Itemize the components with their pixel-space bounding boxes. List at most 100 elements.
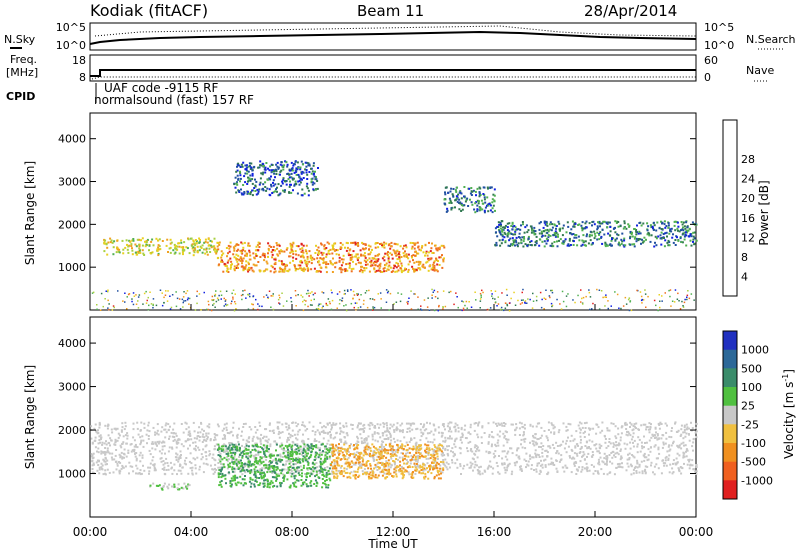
velocity-cell [289, 436, 292, 439]
power-cell [570, 228, 573, 231]
power-cell [319, 270, 322, 273]
power-cell [292, 250, 294, 253]
power-cell [205, 250, 208, 253]
velocity-cell [266, 485, 269, 488]
velocity-cell [171, 435, 174, 438]
velocity-cell [180, 443, 183, 446]
power-cell [617, 243, 620, 246]
power-cell [252, 252, 255, 255]
velocity-cell [658, 437, 661, 440]
velocity-cell [520, 443, 522, 446]
power-cell [204, 240, 207, 243]
velocity-cell [678, 468, 681, 471]
velocity-cell [92, 452, 95, 455]
power-cell [538, 232, 541, 235]
power-cell [605, 296, 607, 298]
power-cell [143, 254, 146, 256]
velocity-cell [522, 431, 525, 434]
velocity-cell [501, 457, 504, 460]
power-cell [332, 248, 335, 251]
velocity-cell [167, 428, 170, 431]
velocity-cell [243, 446, 246, 449]
power-cell [131, 298, 133, 300]
velocity-cell [336, 446, 339, 449]
velocity-cell [97, 429, 99, 432]
velocity-cell [289, 433, 292, 436]
velocity-cell [332, 437, 335, 440]
power-cell [506, 222, 509, 225]
velocity-cell [485, 450, 488, 453]
velocity-cell [590, 455, 593, 458]
power-cell [224, 264, 227, 267]
power-cell [194, 244, 197, 247]
velocity-cell [178, 456, 181, 459]
power-cell [220, 298, 222, 300]
power-cell [293, 265, 296, 268]
power-cell [431, 251, 434, 254]
power-cell [357, 242, 359, 244]
velocity-cell [281, 431, 284, 434]
power-cell [322, 292, 325, 294]
power-cell [241, 165, 244, 168]
velocity-cell [522, 434, 525, 437]
power-cell [235, 182, 238, 185]
velocity-cell [381, 434, 384, 437]
power-cell [561, 242, 564, 245]
power-cell [215, 248, 218, 251]
power-cell [317, 253, 320, 255]
velocity-cell [567, 436, 569, 439]
power-cell [475, 299, 477, 301]
velocity-cell [249, 485, 252, 488]
velocity-cell [472, 469, 474, 472]
power-cell [399, 267, 402, 270]
power-cell [145, 243, 148, 246]
power-cell [250, 162, 253, 165]
velocity-cell [578, 466, 581, 469]
nsearch-label: N.Search [746, 33, 796, 46]
velocity-cell [455, 437, 458, 440]
power-cell [476, 208, 479, 211]
velocity-cell [373, 431, 376, 434]
power-cell [557, 220, 560, 223]
power-cell [432, 263, 435, 266]
power-cell [296, 161, 299, 164]
velocity-cell [509, 447, 511, 450]
velocity-cell [631, 429, 634, 432]
velocity-cell [311, 430, 314, 432]
velocity-cell [143, 426, 146, 429]
nsky-label: N.Sky [4, 33, 36, 46]
velocity-cell [286, 468, 289, 471]
velocity-cell [520, 422, 523, 425]
velocity-cell [327, 439, 330, 442]
velocity-cell [588, 469, 591, 472]
power-cell [214, 250, 217, 253]
velocity-cell [691, 459, 694, 462]
velocity-cell [450, 437, 453, 440]
velocity-cell [312, 425, 315, 428]
velocity-cell [406, 427, 409, 430]
velocity-cell [585, 462, 588, 465]
velocity-cell [354, 463, 357, 466]
power-cell [545, 222, 548, 225]
velocity-cell [366, 471, 369, 473]
velocity-cell [248, 436, 251, 439]
power-cell [345, 309, 348, 312]
velocity-cell [563, 470, 566, 473]
velocity-cell [453, 443, 456, 446]
velocity-cell [282, 480, 285, 482]
power-cell [286, 165, 289, 168]
velocity-cell [120, 451, 123, 454]
power-cell [435, 259, 438, 262]
velocity-cell [319, 421, 322, 424]
power-cell [405, 255, 408, 258]
velocity-cell [691, 427, 694, 430]
velocity-cell [196, 437, 198, 440]
power-cell [605, 221, 608, 224]
velocity-cell [179, 450, 182, 453]
velocity-cell [257, 449, 260, 452]
power-cell [338, 291, 341, 293]
velocity-cell [580, 438, 582, 441]
power-cell [510, 243, 513, 246]
power-cell [414, 293, 416, 295]
velocity-cell [313, 438, 316, 441]
